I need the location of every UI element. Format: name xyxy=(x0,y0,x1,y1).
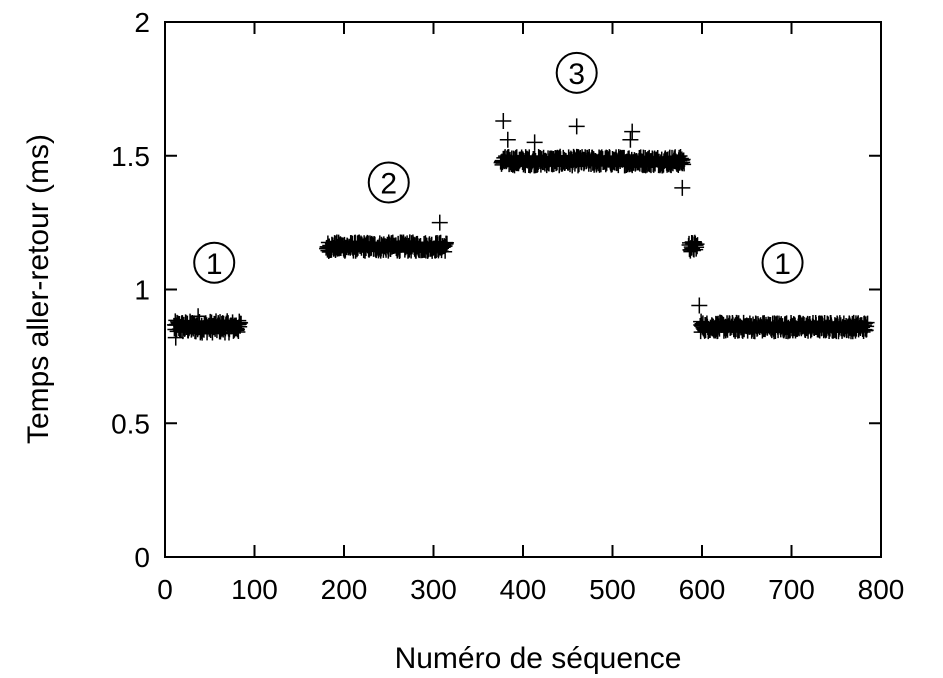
annotation-marker: 3 xyxy=(555,51,598,94)
data-point-outlier xyxy=(624,123,641,140)
data-point-outlier xyxy=(691,297,708,314)
y-tick-label: 0.5 xyxy=(111,408,150,439)
annotation-circle xyxy=(367,161,410,204)
data-point-outlier xyxy=(568,118,585,135)
x-tick-label: 200 xyxy=(321,574,368,605)
x-tick-label: 500 xyxy=(589,574,636,605)
data-point xyxy=(677,157,692,172)
annotation-label: 2 xyxy=(380,168,397,201)
data-point xyxy=(860,315,875,330)
annotation-marker: 1 xyxy=(193,241,236,284)
annotation-label: 3 xyxy=(568,58,585,91)
annotations: 1 2 3 1 xyxy=(193,51,804,284)
data-point-outlier xyxy=(499,131,516,148)
x-tick-label: 0 xyxy=(157,574,173,605)
annotation-marker: 2 xyxy=(367,161,410,204)
x-tick-label: 400 xyxy=(500,574,547,605)
data-point-outlier xyxy=(693,313,710,330)
y-tick-label: 0 xyxy=(134,542,150,573)
y-axis-label: Temps aller-retour (ms) xyxy=(22,134,55,444)
data-point xyxy=(234,315,249,330)
data-point-outlier xyxy=(431,214,448,231)
annotation-circle xyxy=(761,241,804,284)
axis-ticks xyxy=(164,21,882,558)
y-tick-label: 2 xyxy=(134,7,150,38)
data-point-outlier xyxy=(526,134,543,151)
data-point-outlier xyxy=(495,112,512,129)
plot-frame xyxy=(164,21,882,558)
data-point xyxy=(690,237,705,252)
annotation-circle xyxy=(193,241,236,284)
annotation-label: 1 xyxy=(206,248,223,281)
annotation-marker: 1 xyxy=(761,241,804,284)
y-tick-label: 1 xyxy=(134,275,150,306)
data-point-outlier xyxy=(674,179,691,196)
data-point xyxy=(439,235,454,250)
annotation-label: 1 xyxy=(774,248,791,281)
annotation-circle xyxy=(555,51,598,94)
x-tick-label: 300 xyxy=(410,574,457,605)
x-tick-label: 800 xyxy=(858,574,905,605)
y-tick-label: 1.5 xyxy=(111,141,150,172)
x-tick-label: 100 xyxy=(231,574,278,605)
data-point-outlier xyxy=(190,308,207,325)
x-tick-label: 600 xyxy=(679,574,726,605)
data-point-outlier xyxy=(622,131,639,148)
data-point-outlier xyxy=(167,329,184,346)
tick-labels: 0 100 200 300 400 500 600 700 800 0 0.5 1 1.5 2 xyxy=(111,7,904,605)
x-tick-label: 700 xyxy=(768,574,815,605)
data-points xyxy=(166,112,875,346)
x-axis-label: Numéro de séquence xyxy=(395,642,682,675)
